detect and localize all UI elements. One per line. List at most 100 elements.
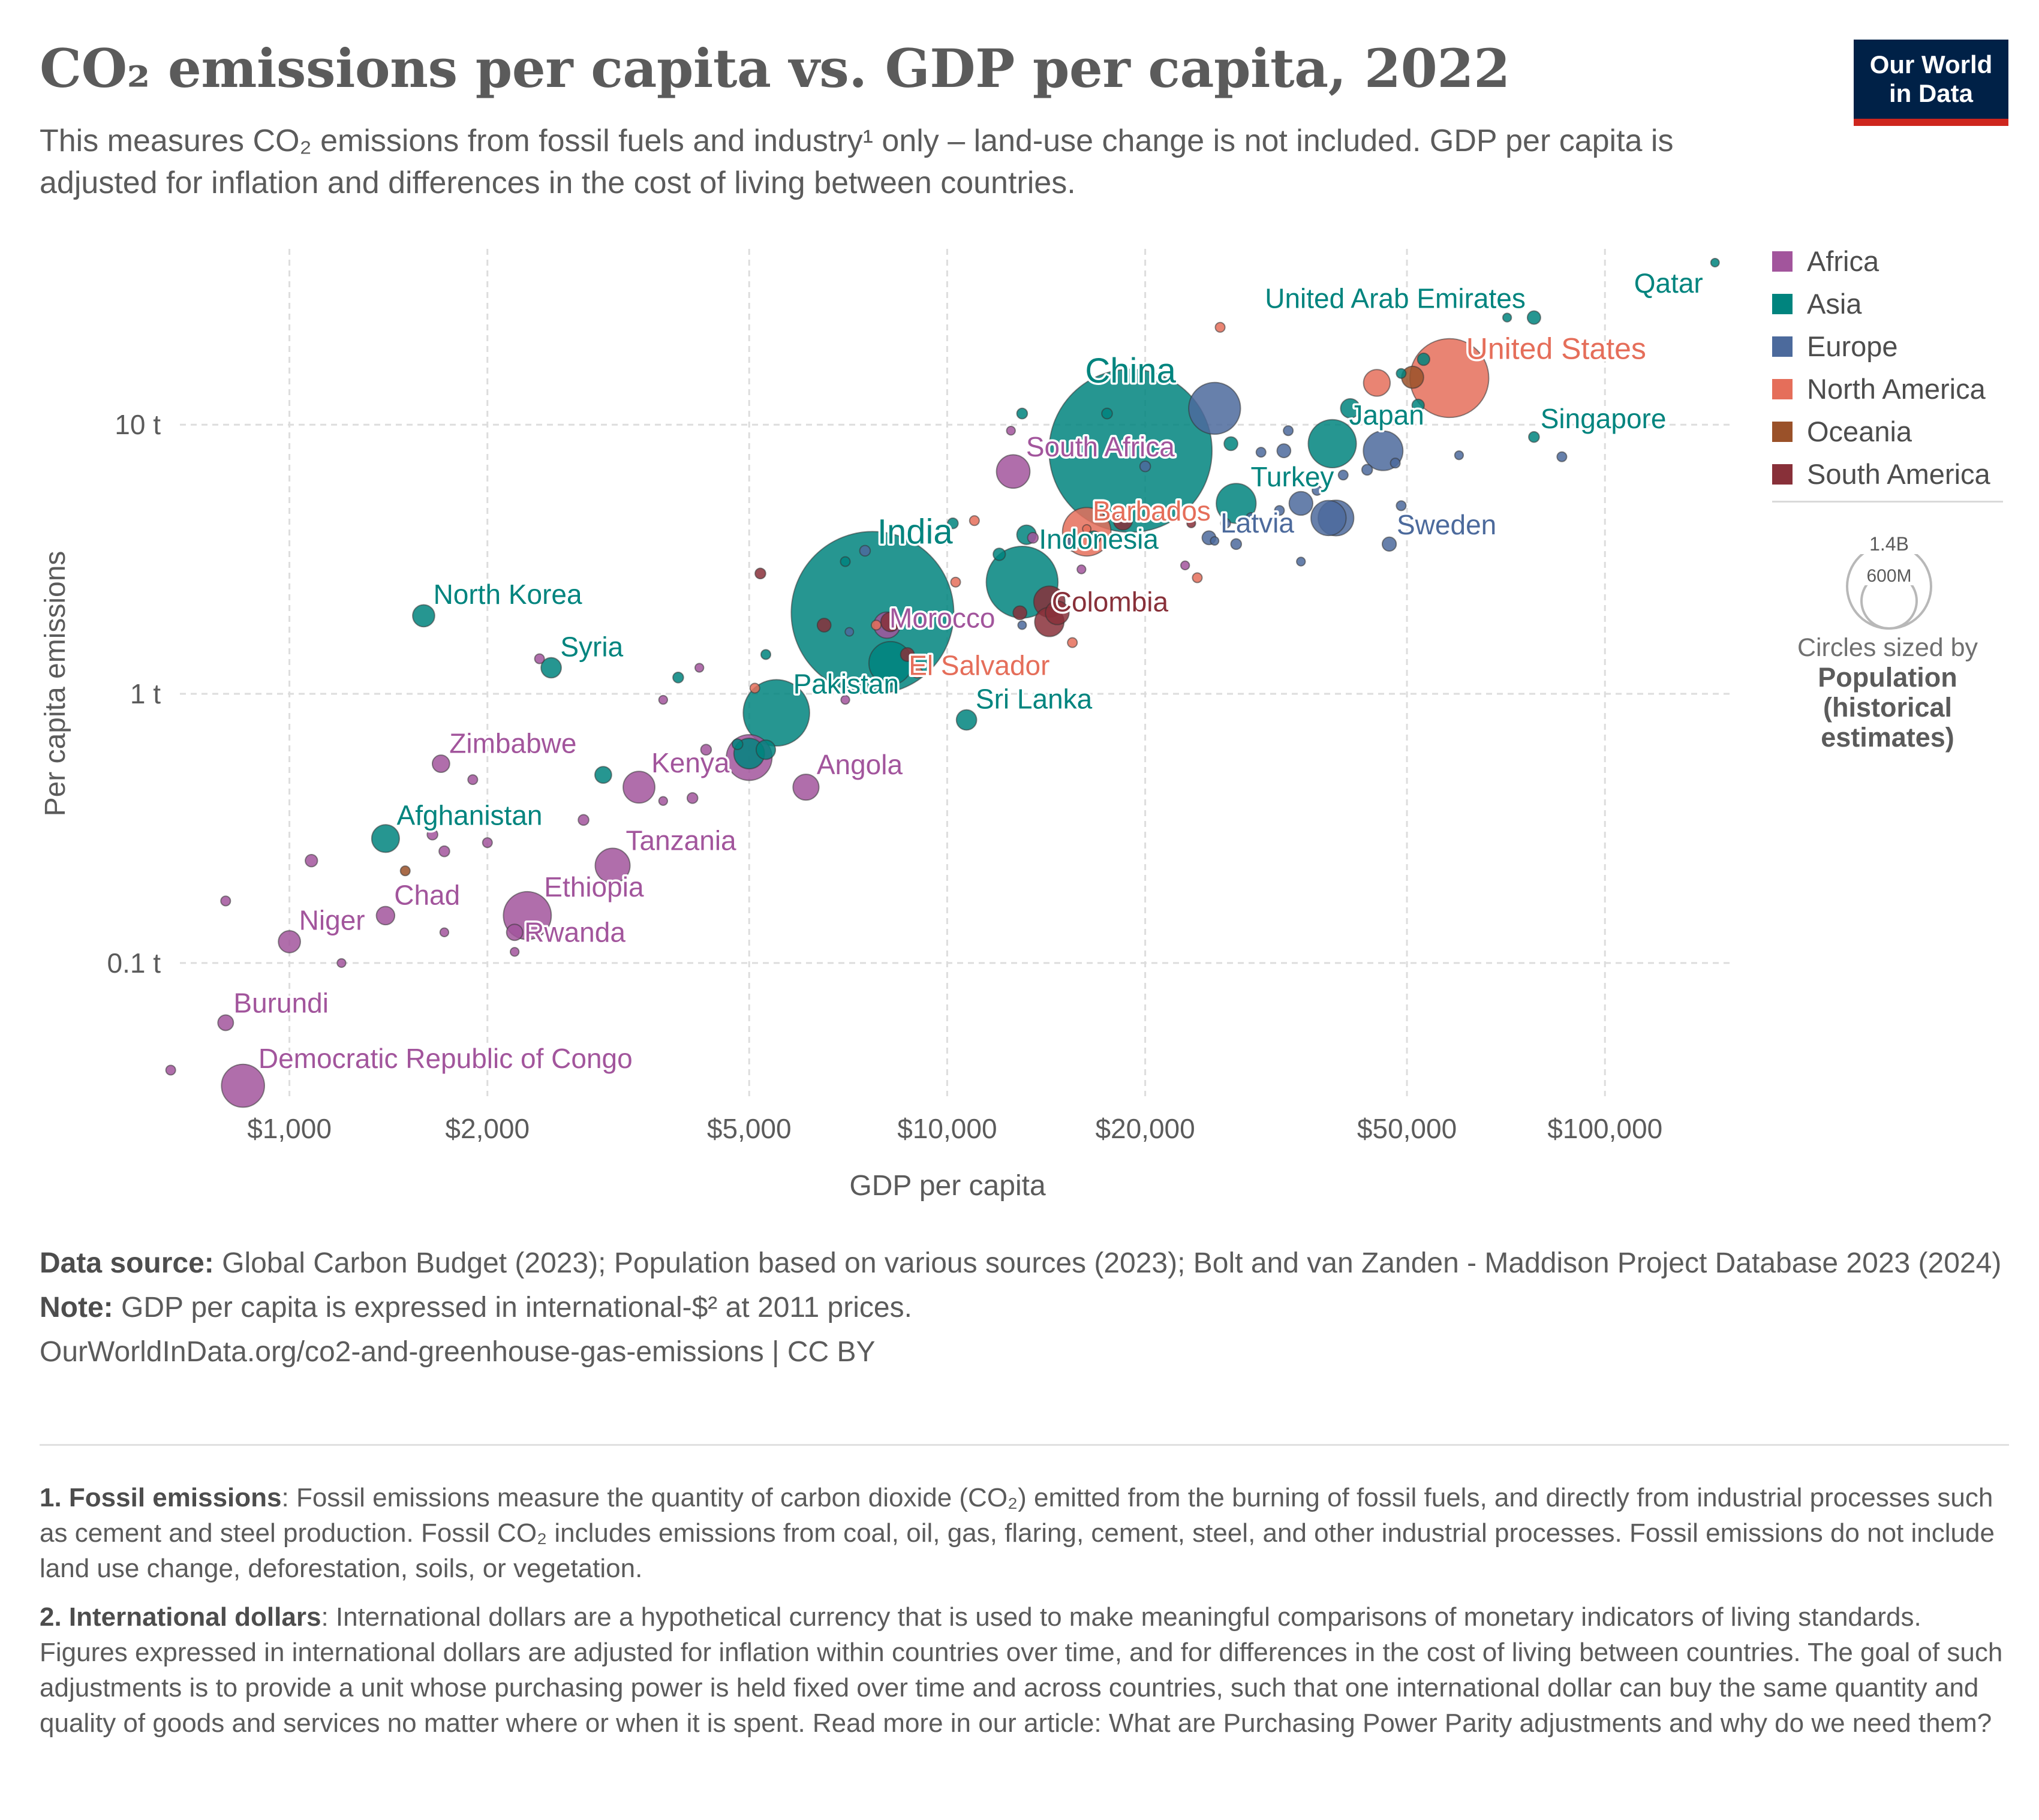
data-point[interactable] [1016,407,1028,420]
data-point[interactable] [731,738,744,750]
data-point[interactable] [426,828,438,841]
data-point[interactable] [1396,368,1407,379]
data-point[interactable] [1230,538,1243,550]
data-point[interactable] [1027,531,1039,544]
data-point[interactable] [1064,536,1080,552]
data-point[interactable] [509,947,520,957]
data-point[interactable] [220,895,231,907]
data-point[interactable] [694,663,705,673]
data-point[interactable] [1180,560,1190,571]
point-el-salvador[interactable] [911,666,924,679]
data-point[interactable] [1361,464,1373,476]
data-point[interactable] [880,612,901,633]
point-democratic-republic-of-congo[interactable] [221,1063,265,1108]
data-point[interactable] [1214,321,1226,333]
data-point[interactable] [165,1064,176,1076]
data-point[interactable] [399,865,411,877]
data-point[interactable] [467,774,479,786]
data-point[interactable] [1363,369,1391,397]
point-latvia[interactable] [1210,536,1220,546]
data-point[interactable] [844,627,855,637]
point-afghanistan[interactable] [371,824,400,853]
point-sri-lanka[interactable] [955,709,978,731]
data-point[interactable] [1310,500,1347,537]
data-point[interactable] [1283,425,1294,437]
point-niger[interactable] [278,929,301,953]
data-point[interactable] [700,744,712,756]
data-point[interactable] [859,545,871,557]
data-point[interactable] [1276,443,1292,459]
data-point[interactable] [900,647,915,662]
data-point[interactable] [439,927,450,937]
data-point[interactable] [1296,556,1306,567]
source-url[interactable]: OurWorldInData.org/co2-and-greenhouse-ga… [40,1336,876,1368]
data-point[interactable] [1340,398,1361,419]
data-point[interactable] [1337,470,1349,481]
data-point[interactable] [760,649,772,660]
point-qatar[interactable] [1710,257,1720,267]
point-burundi[interactable] [217,1014,234,1031]
data-point[interactable] [1245,512,1258,524]
data-point[interactable] [1223,436,1238,452]
data-point[interactable] [305,854,318,868]
data-point[interactable] [871,619,882,631]
data-point[interactable] [336,958,347,968]
point-rwanda[interactable] [506,923,524,941]
point-singapore[interactable] [1528,431,1540,443]
data-point[interactable] [840,694,850,705]
data-point[interactable] [947,517,959,530]
data-point[interactable] [1312,485,1323,496]
legend-item-south-america[interactable]: South America [1772,453,2024,495]
data-point[interactable] [1417,352,1431,366]
data-point[interactable] [1556,451,1568,462]
data-point[interactable] [969,515,980,527]
data-point[interactable] [1188,381,1241,435]
data-point[interactable] [534,653,545,664]
data-point[interactable] [686,792,699,804]
data-point[interactable] [1390,458,1401,469]
point-japan[interactable] [1307,419,1357,468]
data-point[interactable] [1502,312,1512,323]
legend-item-oceania[interactable]: Oceania [1772,410,2024,453]
data-point[interactable] [754,567,766,580]
point-chad[interactable] [375,906,396,926]
point-china[interactable] [1048,368,1213,533]
data-point[interactable] [1045,600,1070,625]
data-point[interactable] [749,682,760,694]
data-point[interactable] [1139,460,1151,473]
legend-item-asia[interactable]: Asia [1772,282,2024,325]
data-point[interactable] [950,576,961,588]
point-kenya[interactable] [622,771,655,804]
data-point[interactable] [1411,398,1425,413]
data-point[interactable] [1192,572,1203,583]
point-barbados[interactable] [1082,524,1092,534]
data-point[interactable] [840,556,851,567]
point-turkey[interactable] [1216,483,1257,524]
data-point[interactable] [1076,564,1087,574]
point-tanzania[interactable] [594,847,631,884]
legend-item-north-america[interactable]: North America [1772,368,2024,410]
point-syria[interactable] [540,657,562,679]
data-point[interactable] [1017,620,1027,630]
legend-item-europe[interactable]: Europe [1772,325,2024,368]
point-united-arab-emirates[interactable] [1526,310,1541,325]
data-point[interactable] [594,766,612,784]
data-point[interactable] [1101,407,1113,420]
data-point[interactable] [658,694,669,705]
data-point[interactable] [755,739,777,760]
point-zimbabwe[interactable] [431,754,450,773]
data-point[interactable] [1255,447,1267,458]
point-north-korea[interactable] [412,604,435,628]
data-point[interactable] [658,796,669,806]
data-point[interactable] [1067,637,1078,648]
data-point[interactable] [1086,530,1102,546]
data-point[interactable] [1288,491,1314,516]
data-point[interactable] [438,845,450,858]
data-point[interactable] [993,547,1006,561]
data-point[interactable] [1012,605,1028,621]
data-point[interactable] [1186,518,1196,528]
point-pakistan[interactable] [742,679,810,747]
data-point[interactable] [578,814,590,826]
data-point[interactable] [1274,505,1285,516]
point-south-africa[interactable] [996,454,1031,489]
